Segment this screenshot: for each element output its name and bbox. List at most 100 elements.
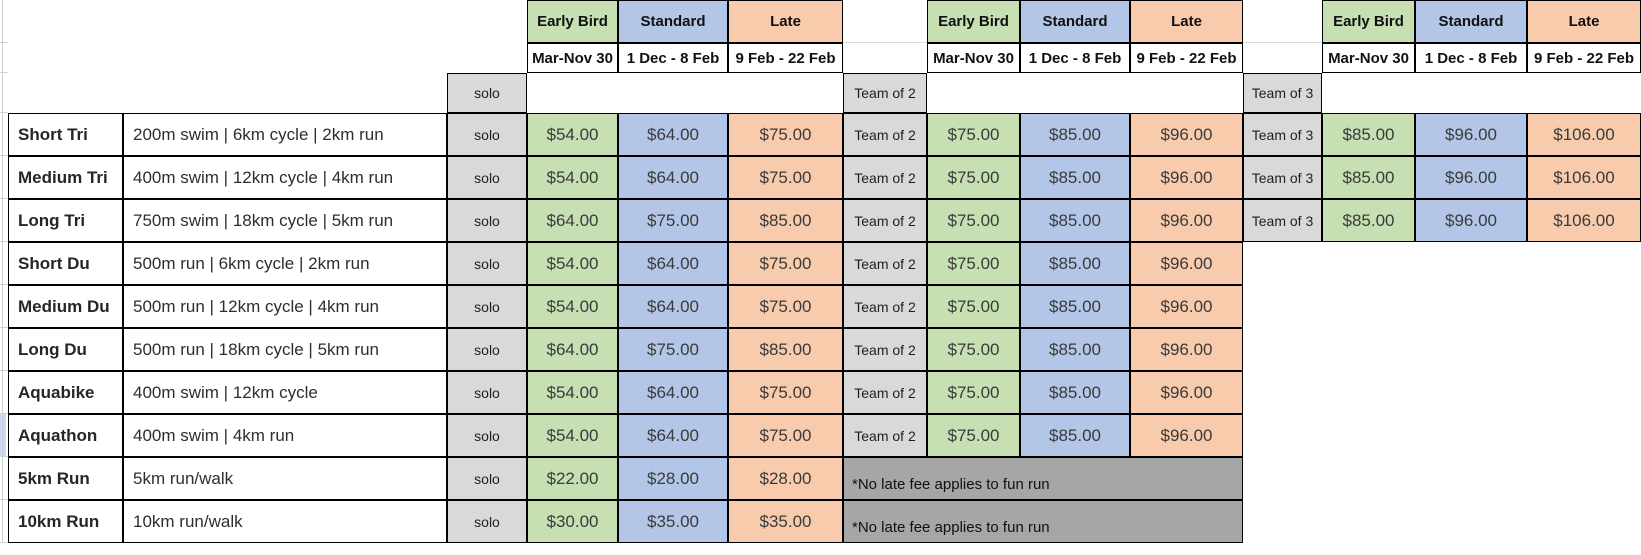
cell-aquabike-solo-standard[interactable]: $64.00 <box>618 371 728 414</box>
cell-short-du-solo-late[interactable]: $75.00 <box>728 242 843 285</box>
cell-long-tri-solo-standard[interactable]: $75.00 <box>618 199 728 242</box>
cell-long-tri-team-of-2-late[interactable]: $96.00 <box>1130 199 1243 242</box>
cell-medium-tri-description[interactable]: 400m swim | 12km cycle | 4km run <box>123 156 447 199</box>
tier-header-team-of-3-early-bird[interactable]: Early Bird <box>1322 0 1415 43</box>
cell-short-tri-team-of-3-late[interactable]: $106.00 <box>1527 113 1641 156</box>
cell-10km-run-description[interactable]: 10km run/walk <box>123 500 447 543</box>
cell-long-tri-team-of-3-late[interactable]: $106.00 <box>1527 199 1641 242</box>
cell-medium-tri-solo-standard[interactable]: $64.00 <box>618 156 728 199</box>
date-header-solo-late[interactable]: 9 Feb - 22 Feb <box>728 43 843 73</box>
cell-long-du-solo-early-bird[interactable]: $64.00 <box>527 328 618 371</box>
cell-10km-run-solo-early-bird[interactable]: $30.00 <box>527 500 618 543</box>
cell-5km-run-solo-label[interactable]: solo <box>447 457 527 500</box>
cell-long-du-solo-standard[interactable]: $75.00 <box>618 328 728 371</box>
cell-long-tri-solo-label[interactable]: solo <box>447 199 527 242</box>
tier-header-team-of-2-late[interactable]: Late <box>1130 0 1243 43</box>
date-header-team-of-2-standard[interactable]: 1 Dec - 8 Feb <box>1020 43 1130 73</box>
cell-short-tri-team-of-2-standard[interactable]: $85.00 <box>1020 113 1130 156</box>
cell-short-du-team-of-2-late[interactable]: $96.00 <box>1130 242 1243 285</box>
group-header-solo[interactable]: solo <box>447 73 527 113</box>
cell-short-tri-solo-label[interactable]: solo <box>447 113 527 156</box>
date-header-team-of-2-early-bird[interactable]: Mar-Nov 30 <box>927 43 1020 73</box>
cell-aquabike-team-of-2-early-bird[interactable]: $75.00 <box>927 371 1020 414</box>
cell-medium-tri-team-of-2-label[interactable]: Team of 2 <box>843 156 927 199</box>
tier-header-team-of-3-late[interactable]: Late <box>1527 0 1641 43</box>
cell-long-tri-team-of-2-label[interactable]: Team of 2 <box>843 199 927 242</box>
cell-medium-tri-name[interactable]: Medium Tri <box>8 156 123 199</box>
cell-short-du-description[interactable]: 500m run | 6km cycle | 2km run <box>123 242 447 285</box>
cell-long-tri-description[interactable]: 750m swim | 18km cycle | 5km run <box>123 199 447 242</box>
date-header-team-of-3-early-bird[interactable]: Mar-Nov 30 <box>1322 43 1415 73</box>
cell-long-tri-team-of-3-early-bird[interactable]: $85.00 <box>1322 199 1415 242</box>
cell-5km-run-name[interactable]: 5km Run <box>8 457 123 500</box>
cell-short-tri-team-of-3-label[interactable]: Team of 3 <box>1243 113 1322 156</box>
cell-short-tri-name[interactable]: Short Tri <box>8 113 123 156</box>
cell-short-du-solo-standard[interactable]: $64.00 <box>618 242 728 285</box>
group-header-team-of-2[interactable]: Team of 2 <box>843 73 927 113</box>
cell-medium-tri-team-of-3-early-bird[interactable]: $85.00 <box>1322 156 1415 199</box>
cell-aquathon-team-of-2-early-bird[interactable]: $75.00 <box>927 414 1020 457</box>
cell-long-du-solo-label[interactable]: solo <box>447 328 527 371</box>
cell-long-tri-team-of-3-standard[interactable]: $96.00 <box>1415 199 1527 242</box>
cell-10km-run-name[interactable]: 10km Run <box>8 500 123 543</box>
date-header-team-of-3-late[interactable]: 9 Feb - 22 Feb <box>1527 43 1641 73</box>
cell-aquabike-description[interactable]: 400m swim | 12km cycle <box>123 371 447 414</box>
cell-medium-du-team-of-2-late[interactable]: $96.00 <box>1130 285 1243 328</box>
cell-short-tri-solo-standard[interactable]: $64.00 <box>618 113 728 156</box>
cell-short-du-team-of-2-early-bird[interactable]: $75.00 <box>927 242 1020 285</box>
cell-medium-du-team-of-2-standard[interactable]: $85.00 <box>1020 285 1130 328</box>
tier-header-solo-early-bird[interactable]: Early Bird <box>527 0 618 43</box>
tier-header-solo-late[interactable]: Late <box>728 0 843 43</box>
cell-long-du-team-of-2-early-bird[interactable]: $75.00 <box>927 328 1020 371</box>
cell-5km-run-description[interactable]: 5km run/walk <box>123 457 447 500</box>
cell-medium-du-solo-standard[interactable]: $64.00 <box>618 285 728 328</box>
cell-aquathon-solo-label[interactable]: solo <box>447 414 527 457</box>
cell-medium-tri-team-of-2-late[interactable]: $96.00 <box>1130 156 1243 199</box>
cell-medium-du-team-of-2-early-bird[interactable]: $75.00 <box>927 285 1020 328</box>
cell-medium-du-description[interactable]: 500m run | 12km cycle | 4km run <box>123 285 447 328</box>
cell-5km-run-solo-early-bird[interactable]: $22.00 <box>527 457 618 500</box>
cell-medium-du-name[interactable]: Medium Du <box>8 285 123 328</box>
cell-aquabike-solo-label[interactable]: solo <box>447 371 527 414</box>
cell-10km-run-solo-standard[interactable]: $35.00 <box>618 500 728 543</box>
cell-short-du-team-of-2-label[interactable]: Team of 2 <box>843 242 927 285</box>
cell-long-tri-solo-early-bird[interactable]: $64.00 <box>527 199 618 242</box>
cell-short-tri-description[interactable]: 200m swim | 6km cycle | 2km run <box>123 113 447 156</box>
cell-medium-tri-solo-label[interactable]: solo <box>447 156 527 199</box>
cell-aquathon-solo-early-bird[interactable]: $54.00 <box>527 414 618 457</box>
cell-medium-tri-solo-early-bird[interactable]: $54.00 <box>527 156 618 199</box>
tier-header-team-of-3-standard[interactable]: Standard <box>1415 0 1527 43</box>
cell-long-tri-team-of-3-label[interactable]: Team of 3 <box>1243 199 1322 242</box>
cell-long-tri-team-of-2-standard[interactable]: $85.00 <box>1020 199 1130 242</box>
date-header-solo-standard[interactable]: 1 Dec - 8 Feb <box>618 43 728 73</box>
cell-aquathon-solo-late[interactable]: $75.00 <box>728 414 843 457</box>
cell-medium-tri-team-of-2-early-bird[interactable]: $75.00 <box>927 156 1020 199</box>
date-header-solo-early-bird[interactable]: Mar-Nov 30 <box>527 43 618 73</box>
cell-aquathon-team-of-2-standard[interactable]: $85.00 <box>1020 414 1130 457</box>
group-header-team-of-3[interactable]: Team of 3 <box>1243 73 1322 113</box>
cell-medium-tri-team-of-3-standard[interactable]: $96.00 <box>1415 156 1527 199</box>
cell-aquabike-team-of-2-label[interactable]: Team of 2 <box>843 371 927 414</box>
tier-header-team-of-2-standard[interactable]: Standard <box>1020 0 1130 43</box>
cell-long-du-team-of-2-late[interactable]: $96.00 <box>1130 328 1243 371</box>
cell-aquabike-name[interactable]: Aquabike <box>8 371 123 414</box>
cell-5km-run-solo-standard[interactable]: $28.00 <box>618 457 728 500</box>
cell-short-du-team-of-2-standard[interactable]: $85.00 <box>1020 242 1130 285</box>
cell-long-du-team-of-2-standard[interactable]: $85.00 <box>1020 328 1130 371</box>
tier-header-solo-standard[interactable]: Standard <box>618 0 728 43</box>
cell-long-du-name[interactable]: Long Du <box>8 328 123 371</box>
cell-long-tri-team-of-2-early-bird[interactable]: $75.00 <box>927 199 1020 242</box>
cell-short-tri-team-of-3-early-bird[interactable]: $85.00 <box>1322 113 1415 156</box>
cell-aquathon-name[interactable]: Aquathon <box>8 414 123 457</box>
cell-aquathon-solo-standard[interactable]: $64.00 <box>618 414 728 457</box>
cell-aquabike-solo-late[interactable]: $75.00 <box>728 371 843 414</box>
date-header-team-of-2-late[interactable]: 9 Feb - 22 Feb <box>1130 43 1243 73</box>
cell-short-tri-solo-late[interactable]: $75.00 <box>728 113 843 156</box>
cell-short-tri-team-of-2-late[interactable]: $96.00 <box>1130 113 1243 156</box>
cell-10km-run-solo-label[interactable]: solo <box>447 500 527 543</box>
cell-aquathon-description[interactable]: 400m swim | 4km run <box>123 414 447 457</box>
cell-aquabike-team-of-2-standard[interactable]: $85.00 <box>1020 371 1130 414</box>
cell-medium-du-solo-late[interactable]: $75.00 <box>728 285 843 328</box>
cell-short-du-solo-early-bird[interactable]: $54.00 <box>527 242 618 285</box>
cell-medium-tri-solo-late[interactable]: $75.00 <box>728 156 843 199</box>
